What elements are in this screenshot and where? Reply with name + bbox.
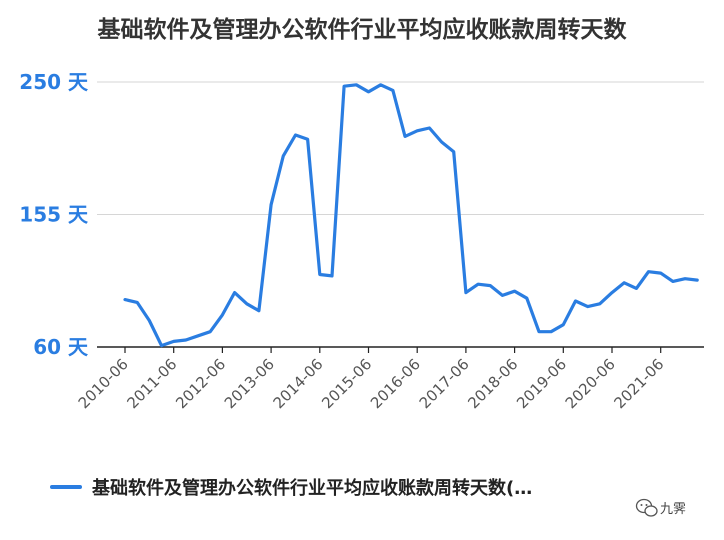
x-tick-label: 2016-06 — [367, 355, 424, 412]
x-tick-label: 2019-06 — [513, 355, 570, 412]
legend-label: 基础软件及管理办公软件行业平均应收账款周转天数(… — [91, 477, 532, 499]
chart-title: 基础软件及管理办公软件行业平均应收账款周转天数 — [98, 16, 628, 43]
watermark-text: 九霁 — [660, 502, 686, 517]
x-tick-label: 2015-06 — [318, 355, 375, 412]
x-tick-label: 2010-06 — [75, 355, 132, 412]
y-axis-ticks: 250 天 155 天 60 天 — [19, 70, 89, 359]
y-tick-label: 155 天 — [19, 203, 89, 227]
legend[interactable]: 基础软件及管理办公软件行业平均应收账款周转天数(… — [50, 477, 532, 499]
series-line — [123, 83, 699, 348]
x-tick-label: 2012-06 — [172, 355, 229, 412]
y-tick-label: 60 天 — [33, 335, 89, 359]
watermark: 九霁 — [635, 498, 686, 517]
series-layer — [123, 83, 699, 348]
x-tick-label: 2021-06 — [610, 355, 667, 412]
x-axis-ticks: 2010-062011-062012-062013-062014-062015-… — [75, 347, 668, 412]
x-tick-label: 2011-06 — [123, 355, 180, 412]
y-tick-label: 250 天 — [19, 70, 89, 94]
wechat-icon — [635, 498, 658, 517]
x-tick-label: 2020-06 — [562, 355, 619, 412]
x-tick-label: 2013-06 — [221, 355, 278, 412]
x-tick-label: 2014-06 — [270, 355, 327, 412]
x-tick-label: 2018-06 — [464, 355, 521, 412]
x-tick-label: 2017-06 — [416, 355, 473, 412]
